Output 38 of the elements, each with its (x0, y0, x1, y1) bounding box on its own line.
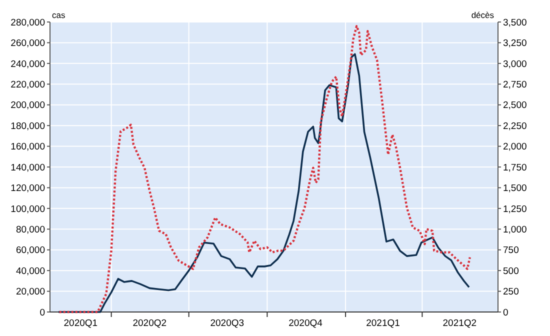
y2-tick-label: 3,500 (503, 17, 527, 28)
x-tick-label: 2020Q2 (132, 318, 167, 329)
y2-tick-label: 3,000 (503, 58, 527, 70)
y2-tick-label: 1,250 (503, 204, 527, 215)
x-tick-label: 2021Q2 (442, 318, 477, 329)
y-tick-label: 200,000 (10, 100, 45, 112)
y-tick-label: 280,000 (10, 17, 45, 28)
y2-tick-label: 0 (503, 307, 508, 318)
y-tick-label: 220,000 (10, 79, 45, 90)
x-tick-label: 2020Q1 (64, 318, 98, 329)
y-tick-label: 260,000 (10, 38, 45, 50)
y-tick-label: 160,000 (10, 142, 45, 153)
y-tick-label: 180,000 (10, 120, 45, 132)
y2-tick-label: 2,000 (503, 142, 527, 153)
y2-tick-label: 250 (503, 286, 519, 298)
y2-tick-label: 3,250 (503, 38, 527, 50)
y2-tick-label: 2,750 (503, 79, 527, 90)
x-tick-label: 2020Q4 (288, 318, 322, 329)
y-axis-title: cas (52, 10, 66, 20)
y2-tick-label: 1,750 (503, 162, 527, 174)
y-tick-label: 140,000 (10, 162, 45, 174)
y2-axis-title: décès (471, 10, 494, 20)
y-tick-label: 80,000 (16, 224, 45, 236)
y-tick-label: 20,000 (16, 286, 45, 298)
y-tick-label: 240,000 (10, 58, 45, 70)
y2-tick-label: 750 (503, 245, 519, 256)
y-tick-label: 40,000 (16, 266, 45, 277)
y2-tick-label: 2,500 (503, 100, 527, 112)
y2-tick-label: 1,000 (503, 224, 527, 236)
x-tick-label: 2020Q3 (210, 318, 244, 329)
y-tick-label: 120,000 (10, 183, 45, 194)
y-tick-label: 100,000 (10, 204, 45, 215)
y-tick-label: 0 (40, 307, 45, 318)
y2-tick-label: 500 (503, 266, 519, 277)
x-tick-label: 2021Q1 (366, 318, 400, 329)
y2-tick-label: 2,250 (503, 120, 527, 132)
y2-tick-label: 1,500 (503, 183, 527, 194)
y-tick-label: 60,000 (16, 245, 45, 256)
